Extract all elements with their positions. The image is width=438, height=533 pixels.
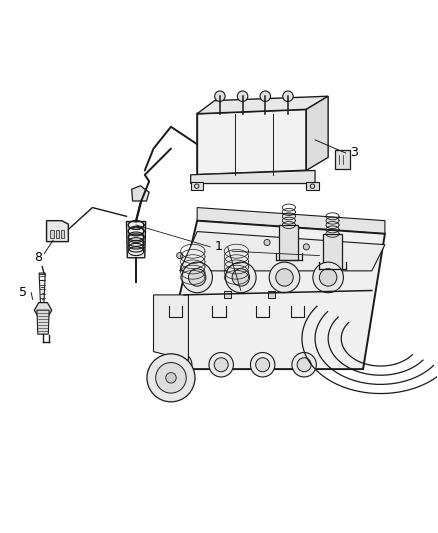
Circle shape [147, 354, 195, 402]
Polygon shape [153, 295, 188, 360]
Polygon shape [162, 221, 385, 369]
Polygon shape [132, 185, 149, 201]
Polygon shape [197, 96, 328, 114]
Bar [268, 292, 275, 298]
Circle shape [264, 239, 270, 246]
Bar [61, 230, 64, 238]
Circle shape [167, 352, 192, 377]
Circle shape [166, 373, 176, 383]
Circle shape [269, 262, 300, 293]
Circle shape [260, 91, 271, 101]
Polygon shape [180, 231, 385, 271]
Circle shape [209, 352, 233, 377]
Polygon shape [197, 109, 306, 175]
Circle shape [232, 269, 250, 286]
Text: 3: 3 [350, 147, 358, 159]
Polygon shape [127, 222, 146, 258]
Circle shape [297, 358, 311, 372]
Polygon shape [191, 171, 315, 183]
Bar [56, 230, 59, 238]
Circle shape [155, 362, 186, 393]
Bar [335, 150, 350, 169]
Bar [306, 182, 318, 190]
Circle shape [214, 358, 228, 372]
Circle shape [251, 352, 275, 377]
Circle shape [182, 262, 212, 293]
Bar [224, 292, 231, 298]
Circle shape [215, 91, 225, 101]
Circle shape [173, 358, 187, 372]
Polygon shape [39, 273, 45, 304]
Circle shape [319, 269, 337, 286]
Bar [323, 234, 342, 269]
Circle shape [226, 262, 256, 293]
Bar [191, 182, 203, 190]
Circle shape [237, 91, 248, 101]
Circle shape [256, 358, 270, 372]
Circle shape [292, 352, 316, 377]
Circle shape [177, 253, 183, 259]
Polygon shape [46, 221, 68, 241]
Circle shape [276, 269, 293, 286]
Polygon shape [197, 207, 385, 234]
Text: 1: 1 [215, 240, 223, 253]
Polygon shape [306, 96, 328, 171]
Polygon shape [37, 310, 49, 334]
Text: 8: 8 [34, 251, 42, 264]
Polygon shape [34, 303, 52, 318]
Bar [50, 230, 54, 238]
Text: 5: 5 [18, 286, 27, 299]
Bar [279, 225, 298, 260]
Circle shape [313, 262, 343, 293]
Circle shape [283, 91, 293, 101]
Circle shape [188, 269, 206, 286]
Circle shape [303, 244, 309, 250]
